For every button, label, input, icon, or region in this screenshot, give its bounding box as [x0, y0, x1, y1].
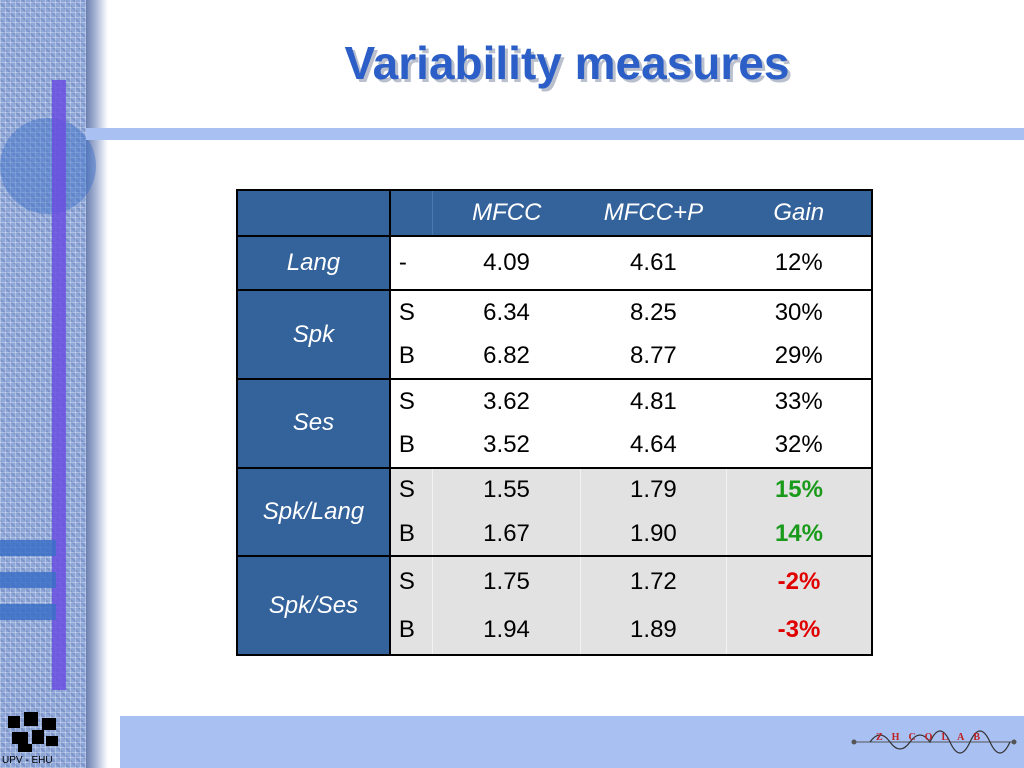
row-sub-label: S	[389, 556, 434, 607]
decorative-vertical-bar	[52, 80, 66, 690]
row-sub-label: S	[389, 467, 434, 512]
row-sub-label: B	[389, 511, 434, 558]
row-group-label: Spk	[237, 290, 391, 380]
table-header-row: MFCC MFCC+P Gain	[237, 190, 872, 237]
table-row: Spk/Ses S 1.75 1.72 -2%	[237, 556, 872, 655]
cell-mfcc: 4.09	[432, 236, 581, 292]
cell-gain: 12%	[726, 236, 872, 292]
row-sub-label: S	[398, 387, 415, 415]
row-sub-label: S	[398, 299, 415, 327]
cell-mfcc-p: 4.61	[580, 236, 727, 292]
header-mfcc-p: MFCC+P	[580, 190, 727, 237]
cell-mfcc-p: 8.77	[580, 334, 727, 381]
header-mfcc: MFCC	[432, 190, 581, 237]
lab-logo-icon	[851, 730, 1017, 754]
cell-mfcc-p: 4.81	[630, 387, 677, 415]
upv-ehu-logo-text: UPV - EHU	[2, 755, 53, 766]
cell-gain: 30%	[774, 299, 823, 327]
cell-mfcc: 1.75	[432, 556, 581, 607]
decorative-block	[0, 572, 56, 588]
table-row: B 3.52 4.64 32%	[237, 423, 872, 469]
cell-mfcc: 3.52	[432, 423, 581, 469]
cell-mfcc: 6.82	[432, 334, 581, 381]
cell-mfcc-p: 4.64	[580, 423, 727, 469]
row-sub-label: B	[389, 334, 433, 381]
cell-mfcc-p: 1.72	[580, 556, 727, 607]
slide-title: Variability measures	[344, 37, 790, 89]
cell-mfcc: 1.55	[432, 467, 581, 512]
row-group-label: Lang	[237, 236, 391, 292]
decorative-circle	[0, 118, 96, 214]
header-gain: Gain	[726, 190, 872, 237]
variability-table: MFCC MFCC+P Gain Lang - 4.09 4.61 12% Sp…	[236, 189, 873, 656]
cell-mfcc: 1.67	[432, 511, 581, 558]
lab-logo-text: ZHCOLAB	[876, 732, 990, 743]
title-rule	[86, 128, 1024, 140]
row-sub-label: B	[389, 606, 434, 655]
cell-gain-negative: -2%	[726, 556, 872, 607]
cell-mfcc: 3.62	[483, 387, 530, 415]
left-decorative-strip	[0, 0, 86, 768]
cell-mfcc: 1.94	[432, 606, 581, 655]
cell-gain-negative: -3%	[726, 606, 872, 655]
table-row: B 6.82 8.77 29%	[237, 334, 872, 381]
row-sub-label: -	[389, 236, 433, 292]
header-cell	[389, 190, 434, 237]
row-sub-label: B	[389, 423, 433, 469]
left-strip-shadow	[86, 0, 108, 768]
table-row: B 1.67 1.90 14%	[237, 511, 872, 558]
decorative-block	[0, 604, 56, 620]
row-group-label: Ses	[237, 379, 391, 469]
cell-mfcc-p: 1.79	[580, 467, 727, 512]
row-group-label: Spk/Ses	[237, 556, 391, 655]
table-row: Ses S 3.62 4.81 33%	[237, 379, 872, 469]
row-group-label: Spk/Lang	[237, 467, 391, 558]
cell-gain: 33%	[774, 387, 823, 415]
cell-mfcc-p: 8.25	[630, 299, 677, 327]
header-cell	[237, 190, 391, 237]
decorative-block	[0, 540, 56, 556]
cell-mfcc-p: 1.90	[580, 511, 727, 558]
cell-gain: 29%	[726, 334, 872, 381]
table-row: B 1.94 1.89 -3%	[237, 606, 872, 655]
table-row: Spk/Lang S 1.55 1.79 15%	[237, 467, 872, 558]
table-row: Spk S 6.34 8.25 30%	[237, 290, 872, 380]
cell-mfcc-p: 1.89	[580, 606, 727, 655]
cell-gain-positive: 15%	[726, 467, 872, 512]
cell-mfcc: 6.34	[483, 299, 530, 327]
cell-gain-positive: 14%	[726, 511, 872, 558]
upv-ehu-logo-icon	[8, 712, 58, 752]
table-row: Lang - 4.09 4.61 12%	[237, 236, 872, 292]
cell-gain: 32%	[726, 423, 872, 469]
